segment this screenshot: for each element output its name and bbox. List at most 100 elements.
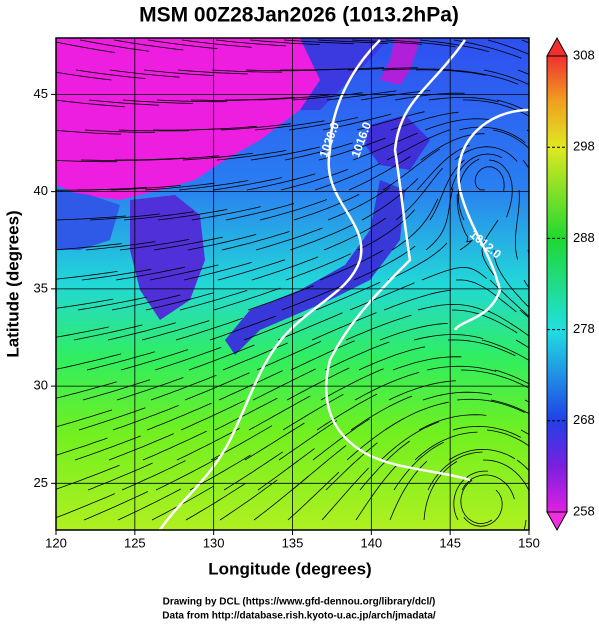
- streamline: [319, 249, 384, 281]
- streamline: [218, 370, 283, 401]
- streamline: [141, 320, 210, 341]
- streamline: [217, 259, 286, 281]
- streamline: [118, 129, 190, 132]
- streamline: [223, 451, 283, 491]
- streamline: [312, 418, 370, 461]
- streamline: [258, 94, 329, 101]
- streamline: [387, 242, 448, 281]
- y-tick-label: 45: [34, 86, 48, 101]
- streamline: [516, 459, 529, 472]
- streamline: [460, 369, 529, 389]
- streamline: [113, 39, 184, 51]
- streamline: [352, 132, 418, 161]
- streamline: [354, 372, 420, 401]
- y-axis-label: Latitude (degrees): [3, 210, 22, 357]
- streamline: [87, 462, 153, 491]
- streamline: [428, 97, 499, 103]
- streamline: [356, 111, 425, 131]
- streamline: [285, 253, 351, 281]
- x-tick-label: 125: [124, 535, 146, 550]
- streamline: [56, 215, 126, 221]
- streamline: [185, 482, 246, 521]
- streamline: [146, 402, 212, 431]
- streamline: [353, 245, 416, 281]
- y-tick-label: 40: [34, 183, 48, 198]
- streamline: [144, 182, 215, 191]
- y-tick-label: 30: [34, 378, 48, 393]
- footer-line: Data from http://database.rish.kyoto-u.a…: [162, 611, 436, 622]
- streamline: [214, 397, 278, 431]
- x-tick-label: 120: [45, 535, 67, 550]
- streamline: [225, 97, 295, 101]
- streamline: [256, 341, 322, 371]
- streamline: [456, 193, 474, 251]
- streamline: [83, 491, 149, 521]
- streamline: [313, 67, 385, 71]
- streamline: [424, 118, 494, 131]
- footer-line: Drawing by DCL (https://www.gfd-dennou.o…: [163, 597, 436, 608]
- streamline: [481, 219, 499, 282]
- streamline: [175, 317, 243, 341]
- streamline: [379, 323, 448, 341]
- streamline: [283, 39, 354, 45]
- isobar: [453, 108, 529, 331]
- isobars: [158, 39, 529, 530]
- streamline: [225, 203, 295, 221]
- colorbar-tick-label: 268: [573, 412, 595, 427]
- streamline: [243, 313, 310, 341]
- streamline: [419, 39, 490, 52]
- streamline: [85, 241, 156, 251]
- streamline: [142, 430, 207, 461]
- streamline: [111, 294, 181, 311]
- streamline: [429, 159, 465, 221]
- streamline: [80, 159, 152, 161]
- streamline: [148, 155, 219, 161]
- streamline: [155, 457, 219, 491]
- colorbar-tick-label: 288: [573, 230, 595, 245]
- streamline: [348, 156, 411, 191]
- streamline: [483, 69, 529, 86]
- streamline: [157, 209, 228, 221]
- colorbar-tick-label: 278: [573, 321, 595, 336]
- streamline: [314, 163, 380, 191]
- streamline: [211, 69, 283, 73]
- streamline: [77, 296, 147, 311]
- streamline: [117, 488, 181, 521]
- streamline: [84, 129, 155, 133]
- streamline: [56, 437, 108, 456]
- streamline: [450, 153, 503, 191]
- streamline: [286, 367, 350, 401]
- streamline: [186, 125, 257, 131]
- streamline: [460, 479, 493, 524]
- streamline: [391, 198, 439, 251]
- streamline: [386, 129, 451, 161]
- streamline: [454, 146, 518, 162]
- streamline: [493, 249, 529, 308]
- streamline: [284, 142, 353, 161]
- streamline: [322, 113, 392, 131]
- streamline: [447, 339, 516, 357]
- streamline: [290, 340, 355, 371]
- streamline: [187, 234, 257, 251]
- colorbar-tick-label: 298: [573, 139, 595, 154]
- streamline: [277, 312, 343, 341]
- streamline: [153, 236, 223, 251]
- streamline: [345, 314, 412, 341]
- streamline: [416, 144, 470, 191]
- streamline: [212, 177, 282, 191]
- streamline: [176, 428, 240, 461]
- streamline: [455, 279, 517, 313]
- colorbar-max-arrow: [546, 36, 568, 57]
- streamline: [488, 159, 513, 218]
- streamline: [246, 173, 316, 191]
- streamline: [88, 99, 159, 106]
- streamline: [458, 126, 526, 144]
- streamline: [359, 440, 410, 491]
- streamline: [154, 346, 222, 371]
- streamline: [56, 160, 117, 163]
- streamline: [56, 129, 121, 135]
- streamline: [490, 399, 529, 415]
- cold-sea: [300, 38, 390, 110]
- streamline: [278, 420, 338, 461]
